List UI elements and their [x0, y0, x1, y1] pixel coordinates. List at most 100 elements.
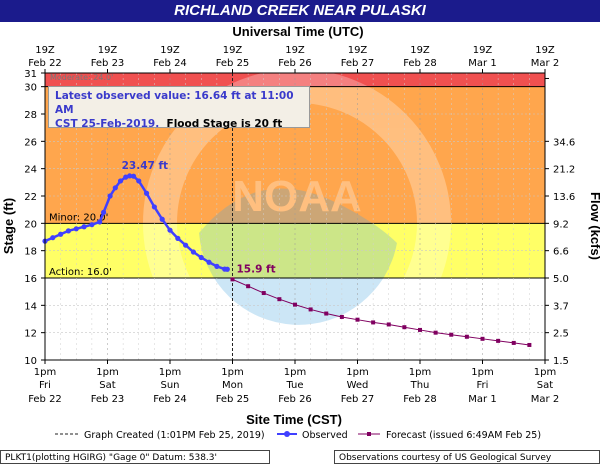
right-axis-title: Flow (kcfs) — [588, 192, 600, 260]
data-label: 23.47 ft — [122, 160, 168, 172]
observed-point — [107, 193, 113, 199]
flood-stage-note: Flood Stage is 20 ft — [166, 118, 283, 130]
forecast-legend-marker — [367, 432, 371, 436]
threshold-label-action: Action: 16.0' — [49, 267, 112, 278]
observed-point — [112, 185, 118, 191]
top-axis-tick-label: 19Z — [348, 45, 368, 56]
left-axis-tick-label: 12 — [24, 329, 37, 340]
forecast-point — [230, 277, 235, 282]
observed-point — [89, 222, 95, 228]
left-axis-tick-label: 31 — [24, 69, 37, 80]
observed-point — [81, 224, 87, 230]
right-axis-tick-label: 3.7 — [553, 301, 569, 312]
forecast-point — [324, 311, 329, 316]
right-axis-tick-label: 9.2 — [553, 219, 569, 230]
bottom-axis-tick-label: 1pm — [221, 367, 243, 378]
left-axis-tick-label: 10 — [24, 356, 37, 367]
left-axis-title: Stage (ft) — [1, 198, 16, 254]
observed-point — [97, 219, 103, 225]
latest-observation-date: CST 25-Feb-2019. — [55, 118, 160, 130]
forecast-point — [449, 332, 454, 337]
forecast-point — [496, 338, 501, 343]
data-label: 15.9 ft — [237, 263, 276, 275]
footer-datum: PLKT1(plotting HGIRG) "Gage 0" Datum: 53… — [0, 450, 270, 464]
left-axis-tick-label: 14 — [24, 301, 37, 312]
bottom-axis-tick-label: Feb 25 — [216, 394, 250, 405]
forecast-point — [386, 322, 391, 327]
observed-point — [198, 254, 204, 261]
right-axis-tick-label: 5.0 — [553, 274, 569, 285]
observed-point — [130, 173, 137, 179]
forecast-point — [339, 314, 344, 319]
observed-point — [143, 190, 150, 196]
noaa-seal-wave — [199, 188, 397, 325]
right-axis-tick-label: 21.2 — [553, 165, 575, 176]
chart-title: RICHLAND CREEK NEAR PULASKI — [0, 0, 600, 22]
observed-legend-marker — [284, 431, 290, 437]
observed-point — [65, 228, 72, 234]
top-axis-tick-label: Mar 2 — [531, 58, 559, 69]
forecast-point — [246, 284, 251, 289]
top-axis-tick-label: 19Z — [98, 45, 118, 56]
observed-point — [159, 216, 165, 222]
forecast-point — [371, 320, 376, 325]
bottom-axis-tick-label: 1pm — [409, 367, 431, 378]
observed-point — [183, 242, 189, 248]
bottom-axis-tick-label: Tue — [285, 380, 303, 391]
observed-point — [100, 209, 107, 215]
top-axis-title: Universal Time (UTC) — [232, 24, 363, 39]
bottom-axis-tick-label: Feb 26 — [278, 394, 312, 405]
top-axis-tick-label: Feb 28 — [403, 58, 437, 69]
observed-point — [58, 231, 64, 237]
top-axis-tick-label: Feb 27 — [341, 58, 375, 69]
top-axis-tick-label: Mar 1 — [468, 58, 496, 69]
forecast-legend-label: Forecast (issued 6:49AM Feb 25) — [386, 430, 541, 441]
forecast-point — [293, 302, 297, 307]
observed-point — [175, 235, 181, 241]
bottom-axis-tick-label: 1pm — [34, 367, 56, 378]
bottom-axis-tick-label: 1pm — [534, 367, 556, 378]
forecast-point — [527, 342, 532, 347]
bottom-axis-tick-label: Fri — [477, 380, 489, 391]
bottom-axis-tick-label: Feb 28 — [403, 394, 437, 405]
top-axis-tick-label: 19Z — [223, 45, 243, 56]
bottom-axis-tick-label: 1pm — [96, 367, 118, 378]
latest-observation-box: Latest observed value: 16.64 ft at 11:00… — [48, 86, 310, 131]
observed-point — [136, 178, 142, 184]
left-axis-tick-label: 16 — [24, 274, 37, 285]
threshold-labels: Moderate: 24.0' Minor: 20.0' Action: 16.0' — [49, 73, 113, 278]
forecast-point — [402, 325, 407, 330]
forecast-point — [355, 317, 360, 322]
left-axis-tick-label: 22 — [24, 192, 37, 203]
observed-point — [224, 266, 230, 272]
bottom-axis-tick-label: Sat — [99, 380, 115, 391]
observed-point — [127, 173, 133, 179]
right-axis-tick-label: 13.6 — [553, 192, 575, 203]
top-axis-tick-label: Feb 25 — [216, 58, 250, 69]
observed-point — [151, 204, 157, 210]
left-axis-tick-label: 30 — [24, 83, 37, 94]
observed-point — [123, 174, 129, 180]
left-axis-tick-label: 26 — [24, 137, 37, 148]
observed-point — [214, 263, 220, 269]
top-axis-tick-label: Feb 26 — [278, 58, 312, 69]
forecast-line — [232, 278, 530, 346]
forecast-point — [418, 327, 422, 332]
bottom-axis-tick-label: Wed — [347, 380, 369, 391]
forecast-point — [277, 297, 282, 302]
bottom-axis-tick-label: 1pm — [346, 367, 368, 378]
observed-point — [167, 227, 173, 233]
threshold-label-moderate: Moderate: 24.0' — [50, 73, 113, 82]
forecast-point — [511, 340, 516, 345]
latest-observation-line2: CST 25-Feb-2019. Flood Stage is 20 ft — [55, 117, 303, 131]
left-axis-tick-label: 20 — [24, 219, 37, 230]
observed-legend-label: Observed — [302, 430, 348, 441]
bottom-axis-tick-label: Sat — [537, 380, 553, 391]
threshold-label-minor: Minor: 20.0' — [49, 212, 108, 223]
bottom-axis-tick-label: 1pm — [159, 367, 181, 378]
top-axis-tick-label: Feb 24 — [153, 58, 187, 69]
forecast-point — [261, 291, 266, 296]
bottom-axis-tick-label: 1pm — [471, 367, 493, 378]
top-axis-tick-label: 19Z — [473, 45, 493, 56]
